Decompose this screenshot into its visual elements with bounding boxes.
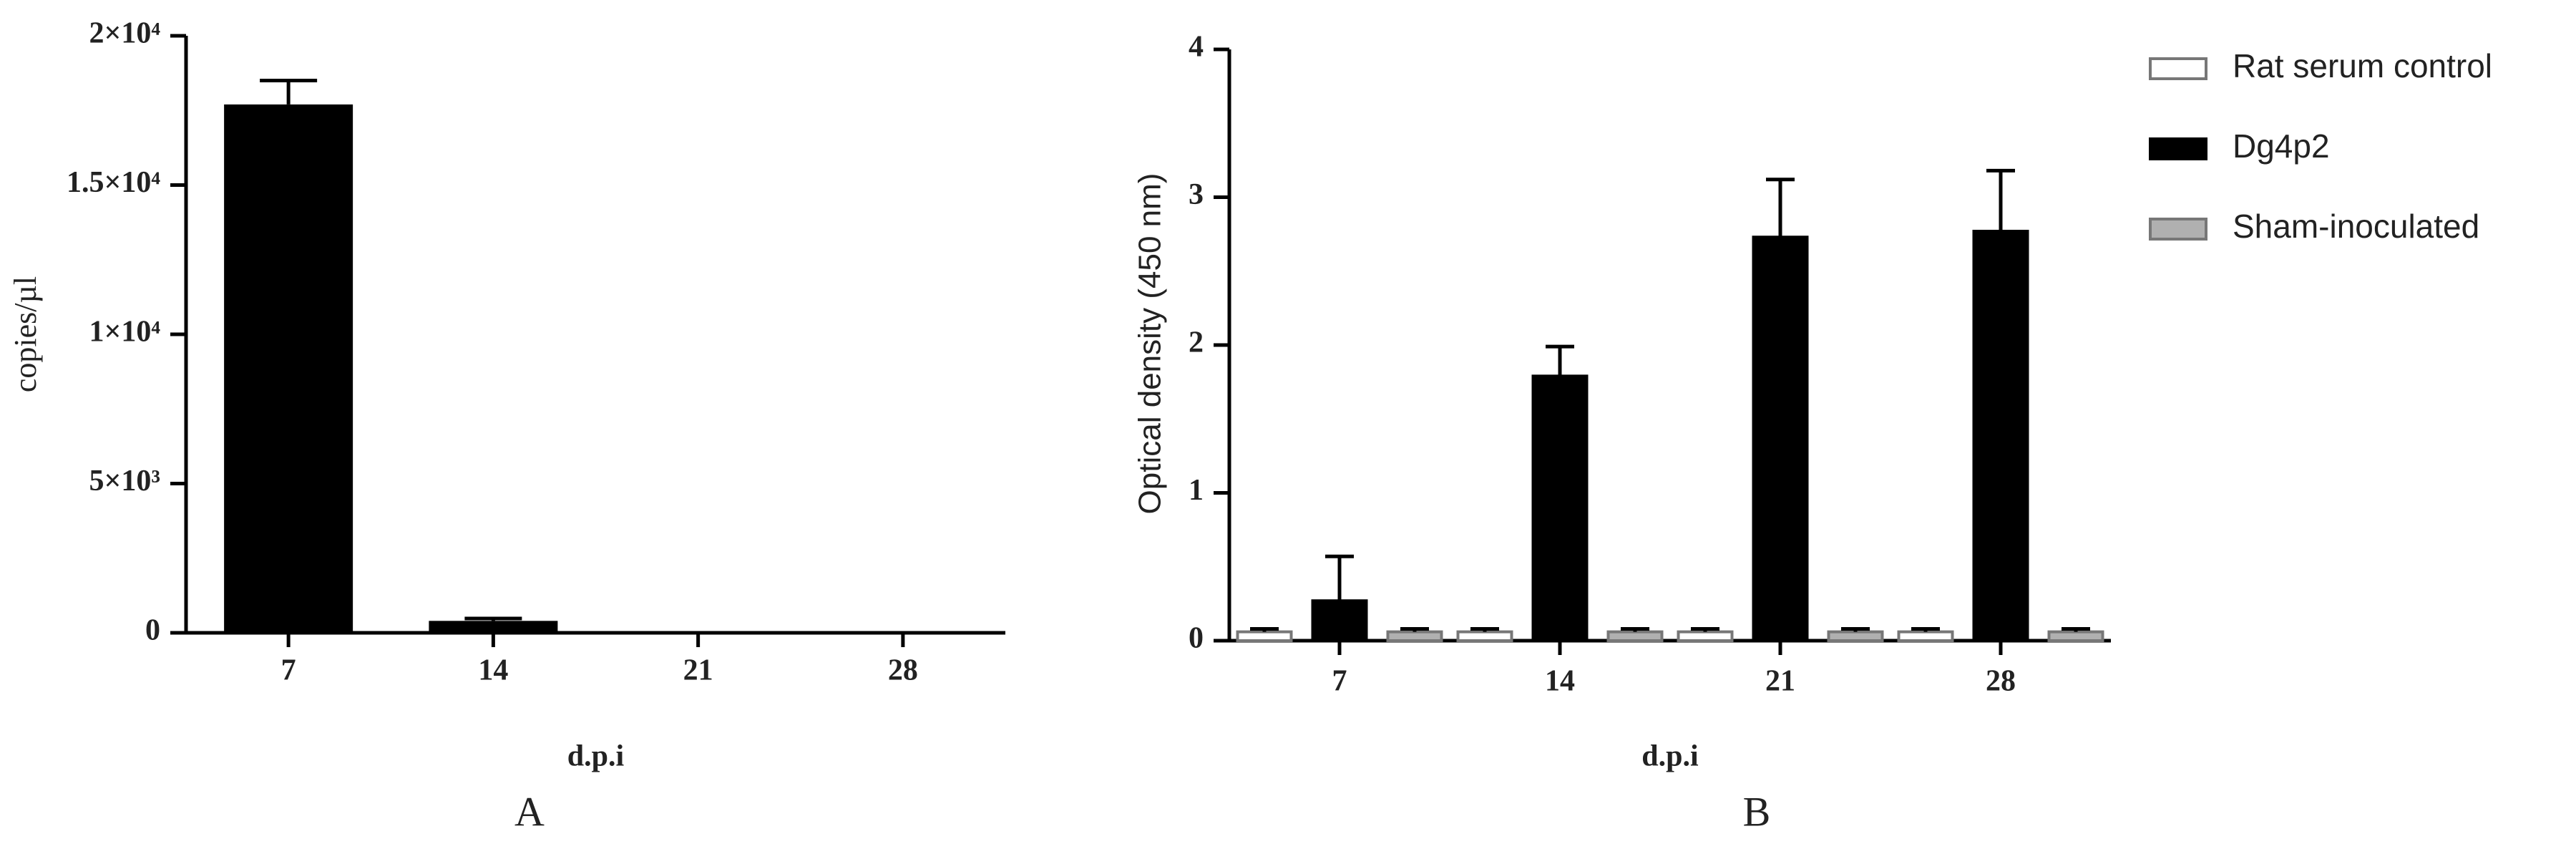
- x-tick-label: 7: [281, 654, 296, 687]
- x-tick-label: 14: [478, 654, 508, 687]
- bar: [1897, 630, 1954, 642]
- legend-label: Rat serum control: [2233, 47, 2492, 84]
- y-axis-label: copies/µl: [8, 276, 43, 392]
- bar: [224, 104, 353, 633]
- bar: [1827, 630, 1884, 642]
- bar: [1386, 630, 1443, 642]
- error-bar: [1400, 626, 1429, 632]
- bar: [1236, 630, 1293, 642]
- bar: [1752, 236, 1809, 642]
- error-bar: [1986, 168, 2015, 231]
- error-bar: [1911, 626, 1940, 632]
- x-tick-label: 28: [1986, 665, 2016, 698]
- y-tick-label: 5×10³: [89, 465, 160, 498]
- x-axis-label: d.p.i: [1641, 740, 1699, 773]
- bar: [1531, 374, 1589, 642]
- bar: [1606, 630, 1664, 642]
- error-bar: [1470, 626, 1499, 632]
- error-bar: [1621, 626, 1649, 632]
- bar: [1677, 630, 1734, 642]
- bar: [2047, 630, 2104, 642]
- x-tick-label: 28: [888, 654, 918, 687]
- error-bar: [2062, 626, 2090, 632]
- bar: [1972, 229, 2029, 642]
- error-bar: [1841, 626, 1870, 632]
- y-axis-label: Optical density (450 nm): [1133, 173, 1168, 515]
- y-tick-label: 0: [1189, 622, 1204, 655]
- x-tick-label: 21: [1765, 665, 1795, 698]
- error-bar: [464, 616, 522, 621]
- error-bar: [1546, 344, 1574, 377]
- x-tick-label: 21: [683, 654, 713, 687]
- error-bar: [260, 79, 318, 105]
- error-bar: [1691, 626, 1719, 632]
- y-tick-label: 1: [1189, 474, 1204, 507]
- error-bar: [1250, 626, 1279, 632]
- panel-label: A: [514, 788, 545, 835]
- y-tick-label: 1.5×10⁴: [67, 166, 160, 199]
- error-bar: [1766, 178, 1795, 238]
- legend-swatch: [2149, 137, 2207, 160]
- x-tick-label: 7: [1332, 665, 1347, 698]
- y-tick-label: 3: [1189, 178, 1204, 211]
- panel-label: B: [1743, 788, 1771, 835]
- legend-label: Sham-inoculated: [2233, 208, 2479, 245]
- bar: [1456, 630, 1513, 642]
- x-axis-label: d.p.i: [567, 740, 625, 773]
- y-tick-label: 0: [145, 614, 160, 647]
- y-tick-label: 2×10⁴: [89, 17, 160, 50]
- legend-swatch: [2149, 218, 2207, 241]
- bar: [1311, 599, 1368, 642]
- legend-swatch: [2149, 57, 2207, 80]
- error-bar: [1325, 554, 1354, 601]
- bar: [429, 621, 558, 633]
- x-tick-label: 14: [1545, 665, 1575, 698]
- y-tick-label: 1×10⁴: [89, 316, 160, 349]
- legend-label: Dg4p2: [2233, 127, 2330, 165]
- y-tick-label: 2: [1189, 326, 1204, 359]
- y-tick-label: 4: [1189, 31, 1204, 64]
